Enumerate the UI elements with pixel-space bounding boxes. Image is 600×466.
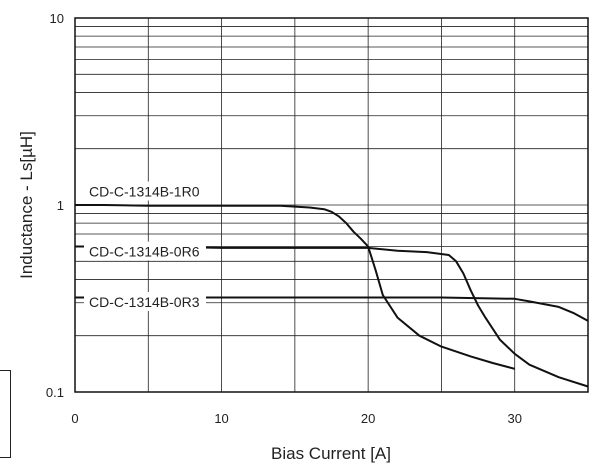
series-line-1 — [75, 245, 589, 388]
series-label: CD-C-1314B-0R3 — [89, 294, 200, 310]
y-tick-label: 0.1 — [46, 385, 64, 400]
series-line-0 — [75, 204, 515, 370]
x-tick-label: 30 — [507, 411, 521, 426]
y-axis-title: Inductance - Ls[µH] — [17, 131, 36, 279]
series-label-background — [84, 291, 206, 311]
partial-frame-fragment — [0, 370, 11, 458]
x-tick-labels: 0 10 20 30 — [71, 411, 522, 426]
x-tick-label: 10 — [214, 411, 228, 426]
y-tick-labels: 0.1 1 10 — [46, 11, 64, 400]
y-tick-label: 1 — [57, 198, 64, 213]
series-label: CD-C-1314B-0R6 — [89, 244, 200, 260]
x-tick-label: 0 — [71, 411, 78, 426]
x-tick-label: 20 — [361, 411, 375, 426]
series-label: CD-C-1314B-1R0 — [89, 184, 200, 200]
y-tick-label: 10 — [50, 11, 64, 26]
series-labels: CD-C-1314B-1R0 CD-C-1314B-0R6 CD-C-1314B-0… — [84, 181, 206, 311]
x-axis-title: Bias Current [A] — [271, 444, 391, 463]
series-label-background — [84, 241, 206, 261]
series-label-background — [84, 181, 206, 201]
